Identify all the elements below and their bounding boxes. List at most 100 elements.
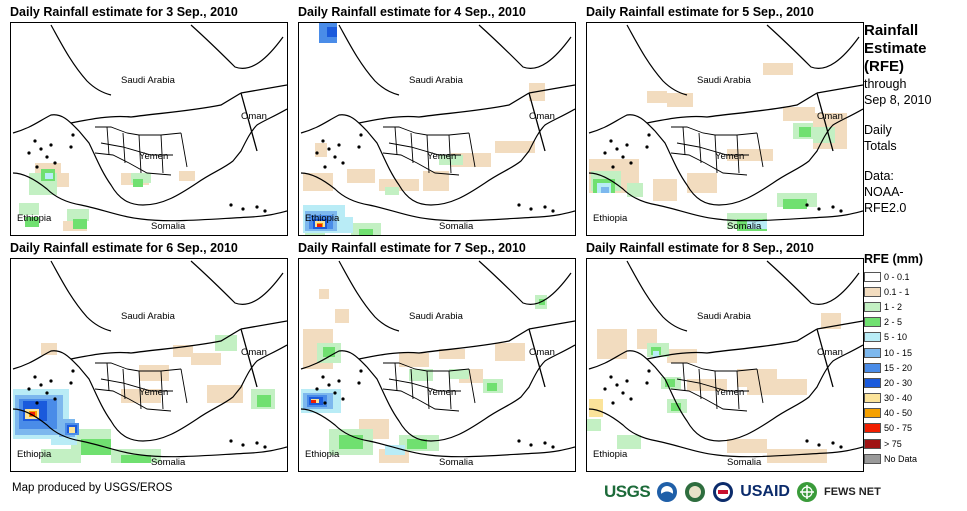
island xyxy=(645,381,649,385)
rainfall-cell xyxy=(587,419,601,431)
island xyxy=(39,383,43,387)
island xyxy=(543,441,547,445)
governorate-boundary xyxy=(95,362,182,372)
saudi-yemen-border xyxy=(70,92,242,124)
rainfall-cell xyxy=(121,455,151,463)
rainfall-cell xyxy=(647,91,667,103)
island xyxy=(53,161,57,165)
rainfall-cell xyxy=(763,63,793,75)
legend-swatch xyxy=(864,286,881,297)
island xyxy=(71,369,75,373)
island xyxy=(327,147,331,151)
rainfall-cell xyxy=(449,369,469,379)
rainfall-cell xyxy=(335,217,353,233)
rainfall-cell xyxy=(783,107,815,121)
logo-strip: USGS USAID FEWS NET xyxy=(604,478,881,506)
rainfall-map: Saudi Arabia Oman Yemen Ethiopia Somalia xyxy=(298,258,576,472)
governorate-boundary xyxy=(736,132,764,174)
rainfall-cell xyxy=(45,173,53,179)
rainfall-cell xyxy=(495,141,535,153)
legend-swatch xyxy=(864,377,881,388)
rainfall-cell xyxy=(327,27,337,37)
rainfall-cell xyxy=(667,93,693,107)
governorate-boundary xyxy=(382,152,460,176)
rainfall-cell xyxy=(407,439,427,449)
fews-net-logo: FEWS NET xyxy=(823,486,881,498)
island xyxy=(621,391,625,395)
usaid-logo: USAID xyxy=(740,483,790,500)
legend-swatch xyxy=(864,423,881,434)
governorate-boundary xyxy=(160,132,188,174)
island xyxy=(35,401,39,405)
legend-item: 30 - 40 xyxy=(864,391,964,406)
governorate-boundary xyxy=(671,126,758,136)
side-data-3: RFE2.0 xyxy=(864,201,907,215)
legend-label: 20 - 30 xyxy=(884,377,913,388)
island xyxy=(229,439,233,443)
legend-label: 1 - 2 xyxy=(884,301,903,312)
side-data-1: Data: xyxy=(864,169,894,183)
island xyxy=(315,151,319,155)
legend-item: 15 - 20 xyxy=(864,360,964,375)
legend-label: 0 - 0.1 xyxy=(884,271,910,282)
saudi-yemen-border xyxy=(358,92,530,124)
island xyxy=(609,375,613,379)
island xyxy=(323,401,327,405)
rainfall-layer xyxy=(13,335,275,463)
red-sea-gulf-coastline xyxy=(338,260,572,332)
side-title-1: Rainfall xyxy=(864,22,919,39)
island xyxy=(39,147,43,151)
rainfall-map-panel: Daily Rainfall estimate for 7 Sep., 2010… xyxy=(298,241,576,472)
island xyxy=(229,203,233,207)
rainfall-layer xyxy=(303,23,545,235)
rainfall-cell xyxy=(73,219,87,229)
governorate-boundary xyxy=(682,362,718,410)
ethiopia-label: Ethiopia xyxy=(593,213,628,224)
island xyxy=(241,443,245,447)
rainfall-cell xyxy=(601,187,609,193)
horn-of-africa-coastline xyxy=(12,408,287,458)
rainfall-cell xyxy=(727,439,767,453)
panel-title: Daily Rainfall estimate for 6 Sep., 2010 xyxy=(10,241,238,255)
island xyxy=(817,443,821,447)
island xyxy=(341,161,345,165)
governorate-boundary xyxy=(383,126,470,136)
rainfall-cell xyxy=(303,173,333,191)
rainfall-cell xyxy=(30,412,35,416)
rainfall-cell xyxy=(323,347,335,357)
red-sea-gulf-coastline xyxy=(626,260,860,332)
oman-label: Oman xyxy=(817,111,843,122)
somalia-label: Somalia xyxy=(727,221,762,232)
legend-label: 10 - 15 xyxy=(884,347,913,358)
horn-of-africa-coastline xyxy=(588,408,863,458)
rainfall-cell xyxy=(319,289,329,299)
island xyxy=(35,165,39,169)
map-canvas: Saudi Arabia Oman Yemen Ethiopia Somalia xyxy=(12,260,287,468)
saudi-label: Saudi Arabia xyxy=(121,75,176,86)
rainfall-map-panel: Daily Rainfall estimate for 5 Sep., 2010… xyxy=(586,5,864,236)
rainfall-cell xyxy=(423,171,449,191)
side-through: through xyxy=(864,77,907,91)
governorate-boundary xyxy=(671,362,758,372)
oman-border xyxy=(528,320,575,388)
legend-label: 50 - 75 xyxy=(884,423,913,434)
panel-title: Daily Rainfall estimate for 8 Sep., 2010 xyxy=(586,241,814,255)
island xyxy=(611,401,615,405)
fews-globe-icon xyxy=(796,482,817,502)
island xyxy=(27,151,31,155)
island xyxy=(517,203,521,207)
rainfall-cell xyxy=(539,299,545,305)
island xyxy=(341,397,345,401)
rainfall-cell xyxy=(121,389,161,403)
boundaries-layer xyxy=(12,24,287,222)
ethiopia-label: Ethiopia xyxy=(593,449,628,460)
legend-item: 10 - 15 xyxy=(864,345,964,360)
rainfall-cell xyxy=(385,187,399,195)
red-sea-gulf-coastline xyxy=(338,24,572,96)
rainfall-cell xyxy=(747,379,807,395)
red-sea-gulf-coastline xyxy=(626,24,860,96)
island xyxy=(551,209,555,213)
saudi-yemen-border xyxy=(358,328,530,360)
oman-label: Oman xyxy=(529,347,555,358)
island xyxy=(517,439,521,443)
